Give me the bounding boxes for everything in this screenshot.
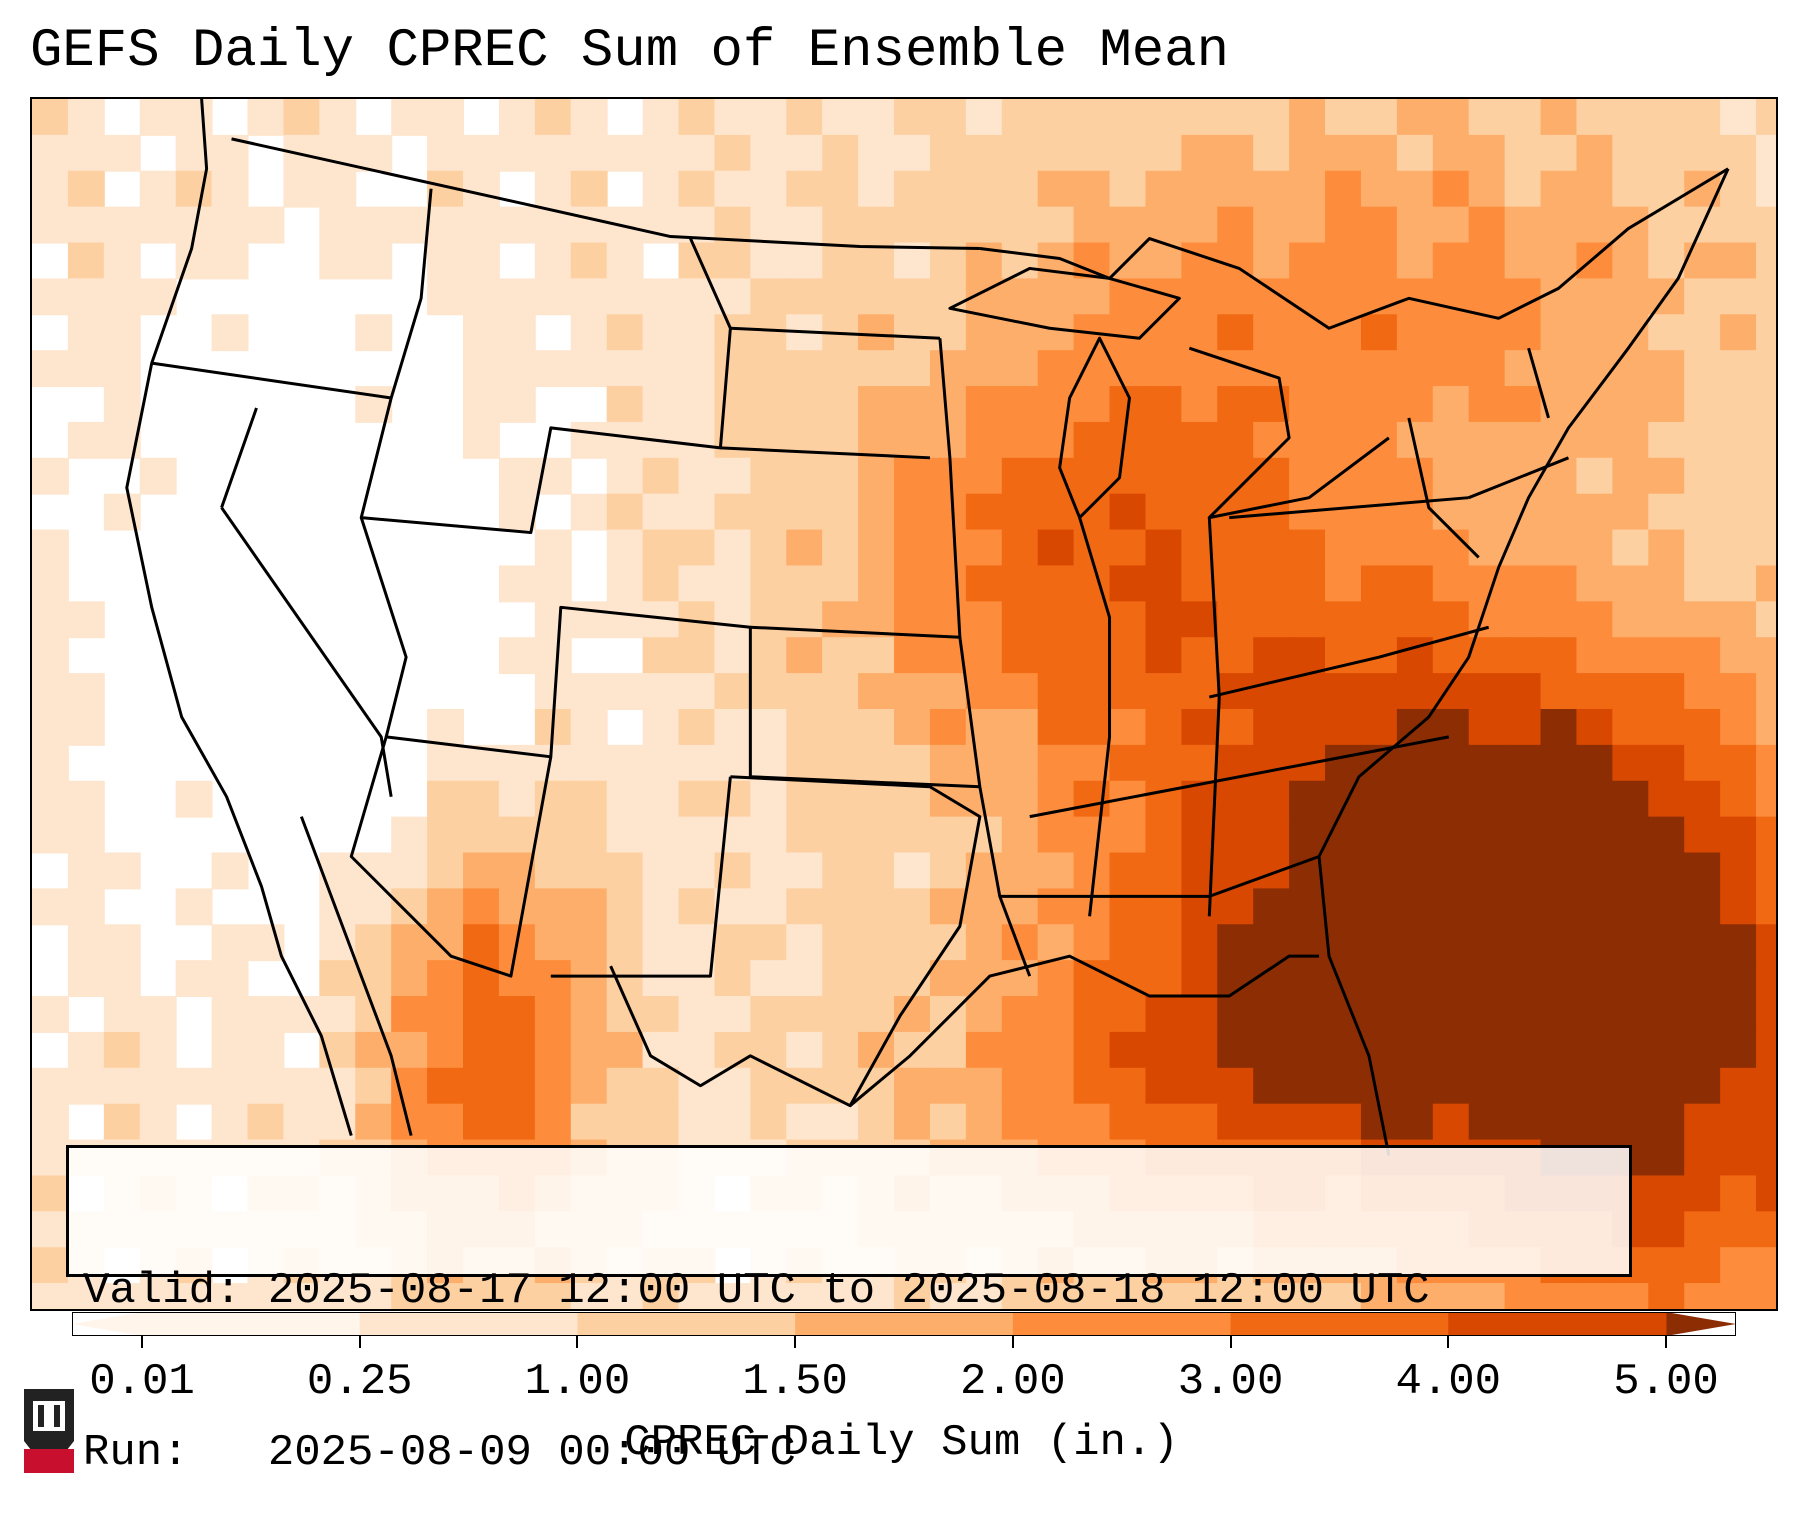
- great-lakes-and-canada: [979, 167, 1729, 330]
- colorbar-tick-label: 4.00: [1395, 1357, 1502, 1407]
- colorbar-tick: [1229, 1336, 1232, 1348]
- colorbar-tick: [358, 1336, 361, 1348]
- gulf-coast: [849, 954, 1320, 1107]
- precipitation-map: [30, 97, 1778, 1311]
- northeast: [1407, 347, 1570, 559]
- texas: [609, 775, 982, 1108]
- colorbar-tick: [1665, 1336, 1667, 1348]
- east-coast: [1317, 168, 1730, 1156]
- colorbar-extend-high: [1666, 1312, 1736, 1336]
- colorbar-tick-label: 5.00: [1613, 1357, 1719, 1407]
- baja-coast: [299, 816, 413, 1136]
- colorbar-segment: [577, 1312, 796, 1336]
- valid-value: 2025-08-17 12:00 UTC to 2025-08-18 12:00…: [267, 1266, 1430, 1316]
- plains: [720, 326, 980, 789]
- colorbar-tick: [1447, 1336, 1450, 1348]
- colorbar-tick: [576, 1336, 579, 1348]
- lake-superior: [948, 266, 1181, 340]
- logo-building: [33, 1401, 65, 1431]
- niu-logo: [24, 1389, 74, 1473]
- oregon-washington: [151, 188, 433, 400]
- colorbar-label: CPREC Daily Sum (in.): [624, 1418, 1179, 1468]
- run-label: Run:: [83, 1428, 189, 1478]
- run-line: Run: 2025-08-09 00:00 UTC: [83, 1426, 1615, 1480]
- colorbar: [72, 1312, 1736, 1336]
- california-nevada: [220, 407, 393, 797]
- colorbar-tick-label: 0.01: [89, 1357, 195, 1407]
- colorbar-tick-label: 2.00: [960, 1357, 1066, 1407]
- colorbar-tick: [141, 1336, 143, 1348]
- colorbar-tick: [1011, 1336, 1014, 1348]
- colorbar-tick-label: 3.00: [1177, 1357, 1284, 1407]
- colorbar-segment: [1230, 1312, 1449, 1336]
- arizona-newmexico: [349, 736, 732, 978]
- map-title: GEFS Daily CPREC Sum of Ensemble Mean: [30, 21, 1229, 82]
- precipitation-field: [32, 99, 1776, 1309]
- valid-label: Valid:: [83, 1266, 242, 1316]
- midwest: [938, 338, 1221, 977]
- west-coast: [125, 99, 353, 1137]
- valid-time-box: Valid: 2025-08-17 12:00 UTC to 2025-08-1…: [66, 1145, 1632, 1478]
- colorbar-tick-label: 1.00: [524, 1357, 631, 1407]
- colorbar-segment: [359, 1312, 578, 1336]
- state-boundaries: [125, 99, 1730, 1156]
- logo-banner: [24, 1449, 74, 1473]
- southeast: [999, 496, 1490, 898]
- canada-border-west: [231, 137, 980, 251]
- run-value: 2025-08-09 00:00 UTC: [267, 1428, 796, 1478]
- colorbar-segment: [142, 1312, 361, 1336]
- colorbar-segment: [1012, 1312, 1232, 1336]
- colorbar-segment: [1448, 1312, 1667, 1336]
- colorbar-tick-label: 0.25: [306, 1357, 413, 1407]
- colorbar-segment: [795, 1312, 1014, 1336]
- colorbar-tick-label: 1.50: [742, 1357, 848, 1407]
- map-canvas: [32, 99, 1776, 1309]
- colorbar-extend-low: [72, 1312, 142, 1336]
- lake-huron-erie: [1188, 346, 1390, 520]
- valid-line: Valid: 2025-08-17 12:00 UTC to 2025-08-1…: [83, 1264, 1615, 1318]
- colorbar-tick: [794, 1336, 797, 1348]
